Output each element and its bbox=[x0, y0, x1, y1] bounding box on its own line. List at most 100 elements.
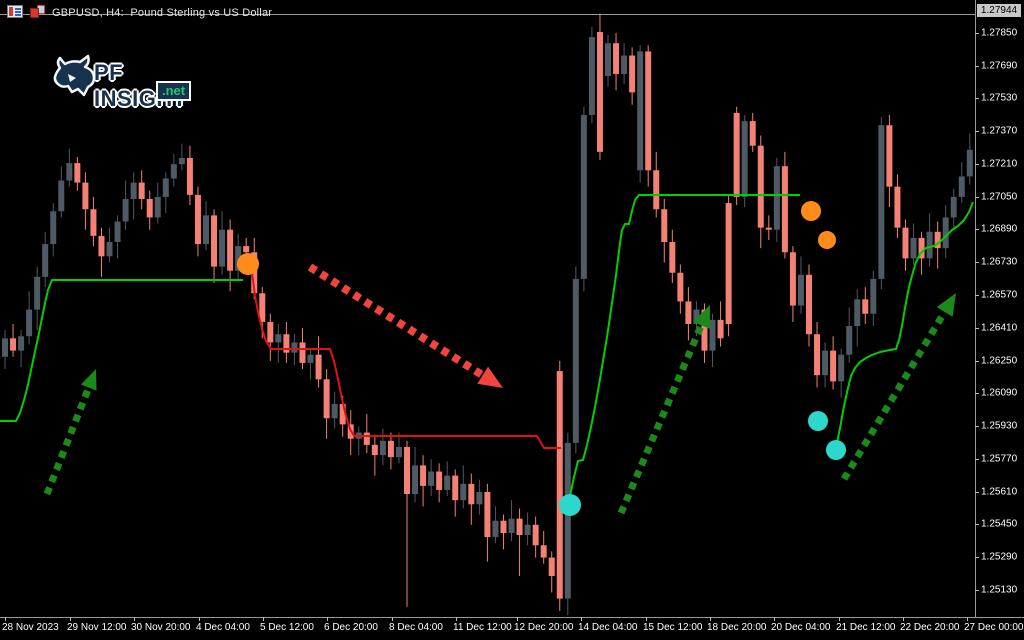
time-label: 21 Dec 12:00 bbox=[836, 622, 896, 633]
price-label: 1.26890 bbox=[981, 223, 1018, 235]
candle-body bbox=[18, 336, 25, 351]
candle-body bbox=[934, 231, 941, 249]
candle-body bbox=[757, 145, 764, 228]
candle-body bbox=[588, 37, 595, 115]
price-tick bbox=[975, 328, 979, 329]
price-tick bbox=[975, 361, 979, 362]
price-tick bbox=[975, 66, 979, 67]
candle-body bbox=[291, 342, 298, 353]
current-price-box: 1.27944 bbox=[977, 4, 1021, 17]
candle-body bbox=[178, 157, 185, 165]
candle-body bbox=[701, 309, 708, 351]
candle-body bbox=[420, 465, 427, 486]
candle-body bbox=[492, 520, 499, 538]
time-label: 22 Dec 20:00 bbox=[900, 622, 960, 633]
price-tick bbox=[975, 459, 979, 460]
candle-body bbox=[950, 196, 957, 218]
candle-body bbox=[186, 157, 193, 195]
candle-body bbox=[2, 338, 8, 357]
price-tick bbox=[975, 229, 979, 230]
candle-body bbox=[572, 278, 579, 443]
time-axis[interactable]: 28 Nov 2023 29 Nov 12:00 30 Nov 20:00 4 Dec… bbox=[0, 617, 1024, 640]
candle-body bbox=[476, 492, 483, 505]
candle-body bbox=[170, 164, 177, 179]
chart-window-icon[interactable] bbox=[30, 5, 46, 18]
candle-body bbox=[235, 246, 242, 271]
axis-separator-horizontal bbox=[0, 617, 1024, 618]
candle-body bbox=[918, 237, 925, 259]
candle-body bbox=[50, 211, 57, 245]
price-tick bbox=[975, 426, 979, 427]
candle-body bbox=[10, 338, 17, 351]
candle-body bbox=[211, 215, 218, 267]
candle-body bbox=[299, 342, 306, 363]
time-tick bbox=[774, 617, 775, 621]
logo-tld: .net bbox=[158, 83, 190, 99]
candle-body bbox=[267, 321, 274, 343]
candle-body bbox=[781, 166, 788, 253]
candle-body bbox=[942, 217, 949, 249]
price-label: 1.27210 bbox=[981, 158, 1018, 170]
logo-text: PF INSIGHT bbox=[94, 60, 187, 111]
time-label: 27 Dec 00:00 bbox=[964, 622, 1024, 633]
candle-body bbox=[363, 432, 370, 445]
candle-body bbox=[26, 309, 33, 337]
candle-body bbox=[243, 246, 250, 253]
time-tick bbox=[967, 617, 968, 621]
candle-body bbox=[765, 227, 772, 230]
pf-insight-logo: PF INSIGHT .net bbox=[50, 52, 220, 111]
candle-body bbox=[154, 196, 161, 218]
price-label: 1.26090 bbox=[981, 387, 1018, 399]
sell-dot bbox=[801, 201, 821, 221]
candle-body bbox=[315, 354, 322, 380]
candle-body bbox=[902, 227, 909, 259]
candle-body bbox=[508, 518, 515, 533]
candle-body bbox=[387, 440, 394, 458]
candle-body bbox=[484, 492, 491, 538]
candle-body bbox=[878, 125, 885, 279]
candle-body bbox=[741, 121, 748, 197]
time-tick bbox=[517, 617, 518, 621]
time-label: 5 Dec 12:00 bbox=[260, 622, 314, 633]
icon-blue-bar bbox=[15, 14, 21, 16]
candle-body bbox=[339, 403, 346, 425]
candle-body bbox=[910, 237, 917, 259]
candle-body bbox=[548, 557, 555, 577]
up-trend-arrow-shaft bbox=[841, 310, 948, 481]
candle-body bbox=[661, 209, 668, 243]
price-tick bbox=[975, 98, 979, 99]
candle-body bbox=[958, 176, 965, 197]
candle-body bbox=[444, 475, 451, 490]
candle-body bbox=[122, 198, 129, 222]
icon-red-column bbox=[9, 7, 13, 16]
icon-blue-bar bbox=[15, 11, 21, 13]
candle-body bbox=[428, 471, 435, 486]
sell-dot bbox=[237, 253, 259, 275]
price-tick bbox=[975, 197, 979, 198]
candle-body bbox=[82, 182, 89, 210]
icon-blue-bar bbox=[15, 8, 21, 10]
candle-body bbox=[886, 125, 893, 187]
chart-list-icon[interactable] bbox=[7, 5, 23, 18]
price-tick bbox=[975, 295, 979, 296]
candle-body bbox=[717, 319, 724, 339]
price-axis[interactable]: 1.27850 1.27690 1.27530 1.27370 1.27210 1.270… bbox=[975, 0, 1024, 617]
price-label: 1.26250 bbox=[981, 355, 1018, 367]
candle-body bbox=[613, 43, 620, 74]
price-label: 1.25930 bbox=[981, 420, 1018, 432]
price-label: 1.26410 bbox=[981, 322, 1018, 334]
candle-body bbox=[532, 524, 539, 546]
candlestick-chart[interactable] bbox=[0, 0, 975, 617]
time-label: 18 Dec 20:00 bbox=[707, 622, 767, 633]
candle-body bbox=[146, 198, 153, 218]
time-label: 12 Dec 20:00 bbox=[514, 622, 574, 633]
candle-body bbox=[74, 163, 81, 183]
candle-body bbox=[814, 334, 821, 376]
candle-body bbox=[404, 446, 410, 495]
candle-body bbox=[854, 299, 861, 327]
candle-body bbox=[452, 475, 459, 501]
time-tick bbox=[839, 617, 840, 621]
time-tick bbox=[134, 617, 135, 621]
candle-body bbox=[870, 278, 877, 314]
price-label: 1.27530 bbox=[981, 92, 1018, 104]
